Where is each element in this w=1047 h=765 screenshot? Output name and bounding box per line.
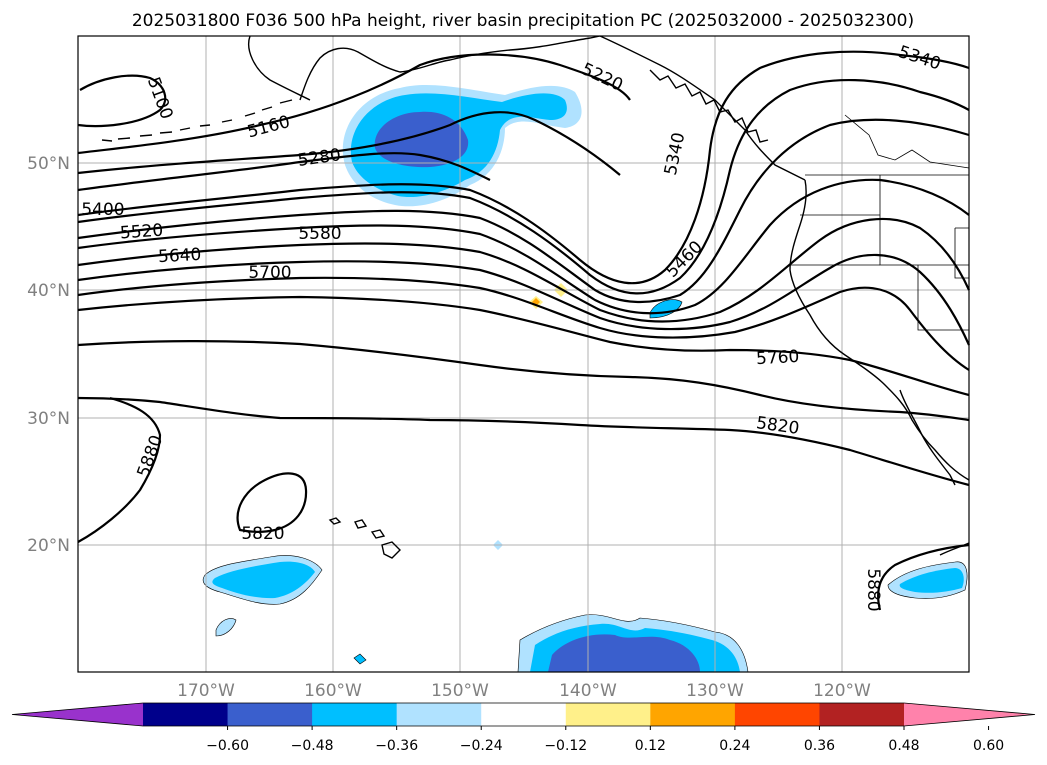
colorbar-segment <box>565 703 651 726</box>
latitude-labels: 50°N 40°N 30°N 20°N <box>27 154 70 556</box>
alaska-coast <box>299 35 601 101</box>
colorbar-tick-label: 0.60 <box>973 738 1004 754</box>
contour-label-5520: 5520 <box>119 221 164 244</box>
contour-5820 <box>77 340 970 422</box>
us-west-coast <box>789 179 970 481</box>
se-alaska-coast <box>599 35 806 181</box>
bc-islands <box>649 69 769 143</box>
contour-5880 <box>77 396 162 543</box>
lat-label-50n: 50°N <box>27 154 70 174</box>
colorbar-segment <box>396 703 482 726</box>
contour-5280 <box>77 152 491 192</box>
contour-5340 <box>77 50 970 285</box>
mexico-coast <box>939 542 970 556</box>
shade-small-3 <box>353 653 367 665</box>
contour-5580 <box>77 217 971 323</box>
hawaii-oahu <box>353 519 368 529</box>
colorbar-tick-label: −0.60 <box>206 738 249 754</box>
hawaii-maui <box>370 529 386 539</box>
lat-label-20n: 20°N <box>27 536 70 556</box>
colorbar-segment <box>312 703 398 726</box>
baja-coast <box>899 389 956 486</box>
colorbar-segment <box>734 703 820 726</box>
shade-mid-east <box>899 568 964 593</box>
contour-label-5400: 5400 <box>81 200 124 220</box>
contour-label-5760: 5760 <box>756 347 800 369</box>
colorbar-segment <box>481 703 567 726</box>
lat-label-40n: 40°N <box>27 281 70 301</box>
map-panel: 5100 5160 5220 5280 5340 5340 5400 5460 … <box>77 35 971 673</box>
contour-label-5700: 5700 <box>248 263 291 283</box>
contour-5520 <box>77 178 970 315</box>
lon-label-120w: 120°W <box>813 681 871 701</box>
contour-label-5640: 5640 <box>158 245 202 267</box>
map-frame <box>77 35 970 673</box>
bering-coast <box>248 35 311 101</box>
contour-5220 <box>77 111 621 176</box>
contour-5880-east <box>877 543 970 611</box>
precip-shading <box>202 85 968 673</box>
contour-5760 <box>77 295 970 397</box>
colorbar-segment <box>143 703 229 726</box>
gridlines <box>78 36 969 672</box>
contour-5700 <box>77 276 970 371</box>
contour-label-5880-east: 5880 <box>863 568 883 611</box>
colorbar-tick-label: −0.12 <box>544 738 587 754</box>
contour-5640 <box>77 253 971 346</box>
colorbar-segment <box>227 703 313 726</box>
colorbar-tick-label: 0.48 <box>888 738 919 754</box>
contour-5460 <box>77 118 970 303</box>
colorbar-outline <box>11 702 1036 727</box>
contour-5820-closed <box>236 472 308 533</box>
contour-5160 <box>77 53 631 155</box>
colorbar-tick-label: 0.24 <box>719 738 750 754</box>
colorbar-tick-label: −0.24 <box>460 738 503 754</box>
lon-label-130w: 130°W <box>686 681 744 701</box>
lon-label-140w: 140°W <box>559 681 617 701</box>
hawaii-kauai <box>328 517 342 525</box>
contour-label-5580: 5580 <box>298 224 341 244</box>
colorbar-tick-label: 0.36 <box>804 738 835 754</box>
aleutian-islands <box>101 99 293 142</box>
colorbar-tick-label: −0.48 <box>291 738 334 754</box>
contour-5400 <box>77 79 970 295</box>
contour-5820-b <box>77 396 970 487</box>
shade-mid-west <box>212 561 315 599</box>
contour-5100 <box>77 74 167 128</box>
height-contours <box>77 50 971 611</box>
hawaii-big-island <box>381 541 401 559</box>
colorbar-extend-high <box>904 703 1035 726</box>
lat-label-30n: 30°N <box>27 409 70 429</box>
colorbar-extend-low <box>12 703 143 726</box>
lon-label-160w: 160°W <box>304 681 362 701</box>
shade-small-2 <box>215 618 237 637</box>
colorbar: −0.60 −0.48 −0.36 −0.24 −0.12 0.12 0.24 0.36 0.4… <box>11 702 1036 754</box>
longitude-labels: 170°W 160°W 150°W 140°W 130°W 120°W <box>177 681 871 701</box>
colorbar-tick-label: 0.12 <box>635 738 666 754</box>
colorbar-segment <box>819 703 905 726</box>
lon-label-150w: 150°W <box>431 681 489 701</box>
figure-title: 2025031800 F036 500 hPa height, river ba… <box>132 11 914 31</box>
canada-borders <box>844 114 970 169</box>
colorbar-tick-label: −0.36 <box>375 738 418 754</box>
colorbar-segment <box>650 703 736 726</box>
contour-label-5820-closed: 5820 <box>241 524 284 544</box>
shade-dark-south <box>548 634 700 672</box>
lon-label-170w: 170°W <box>177 681 235 701</box>
